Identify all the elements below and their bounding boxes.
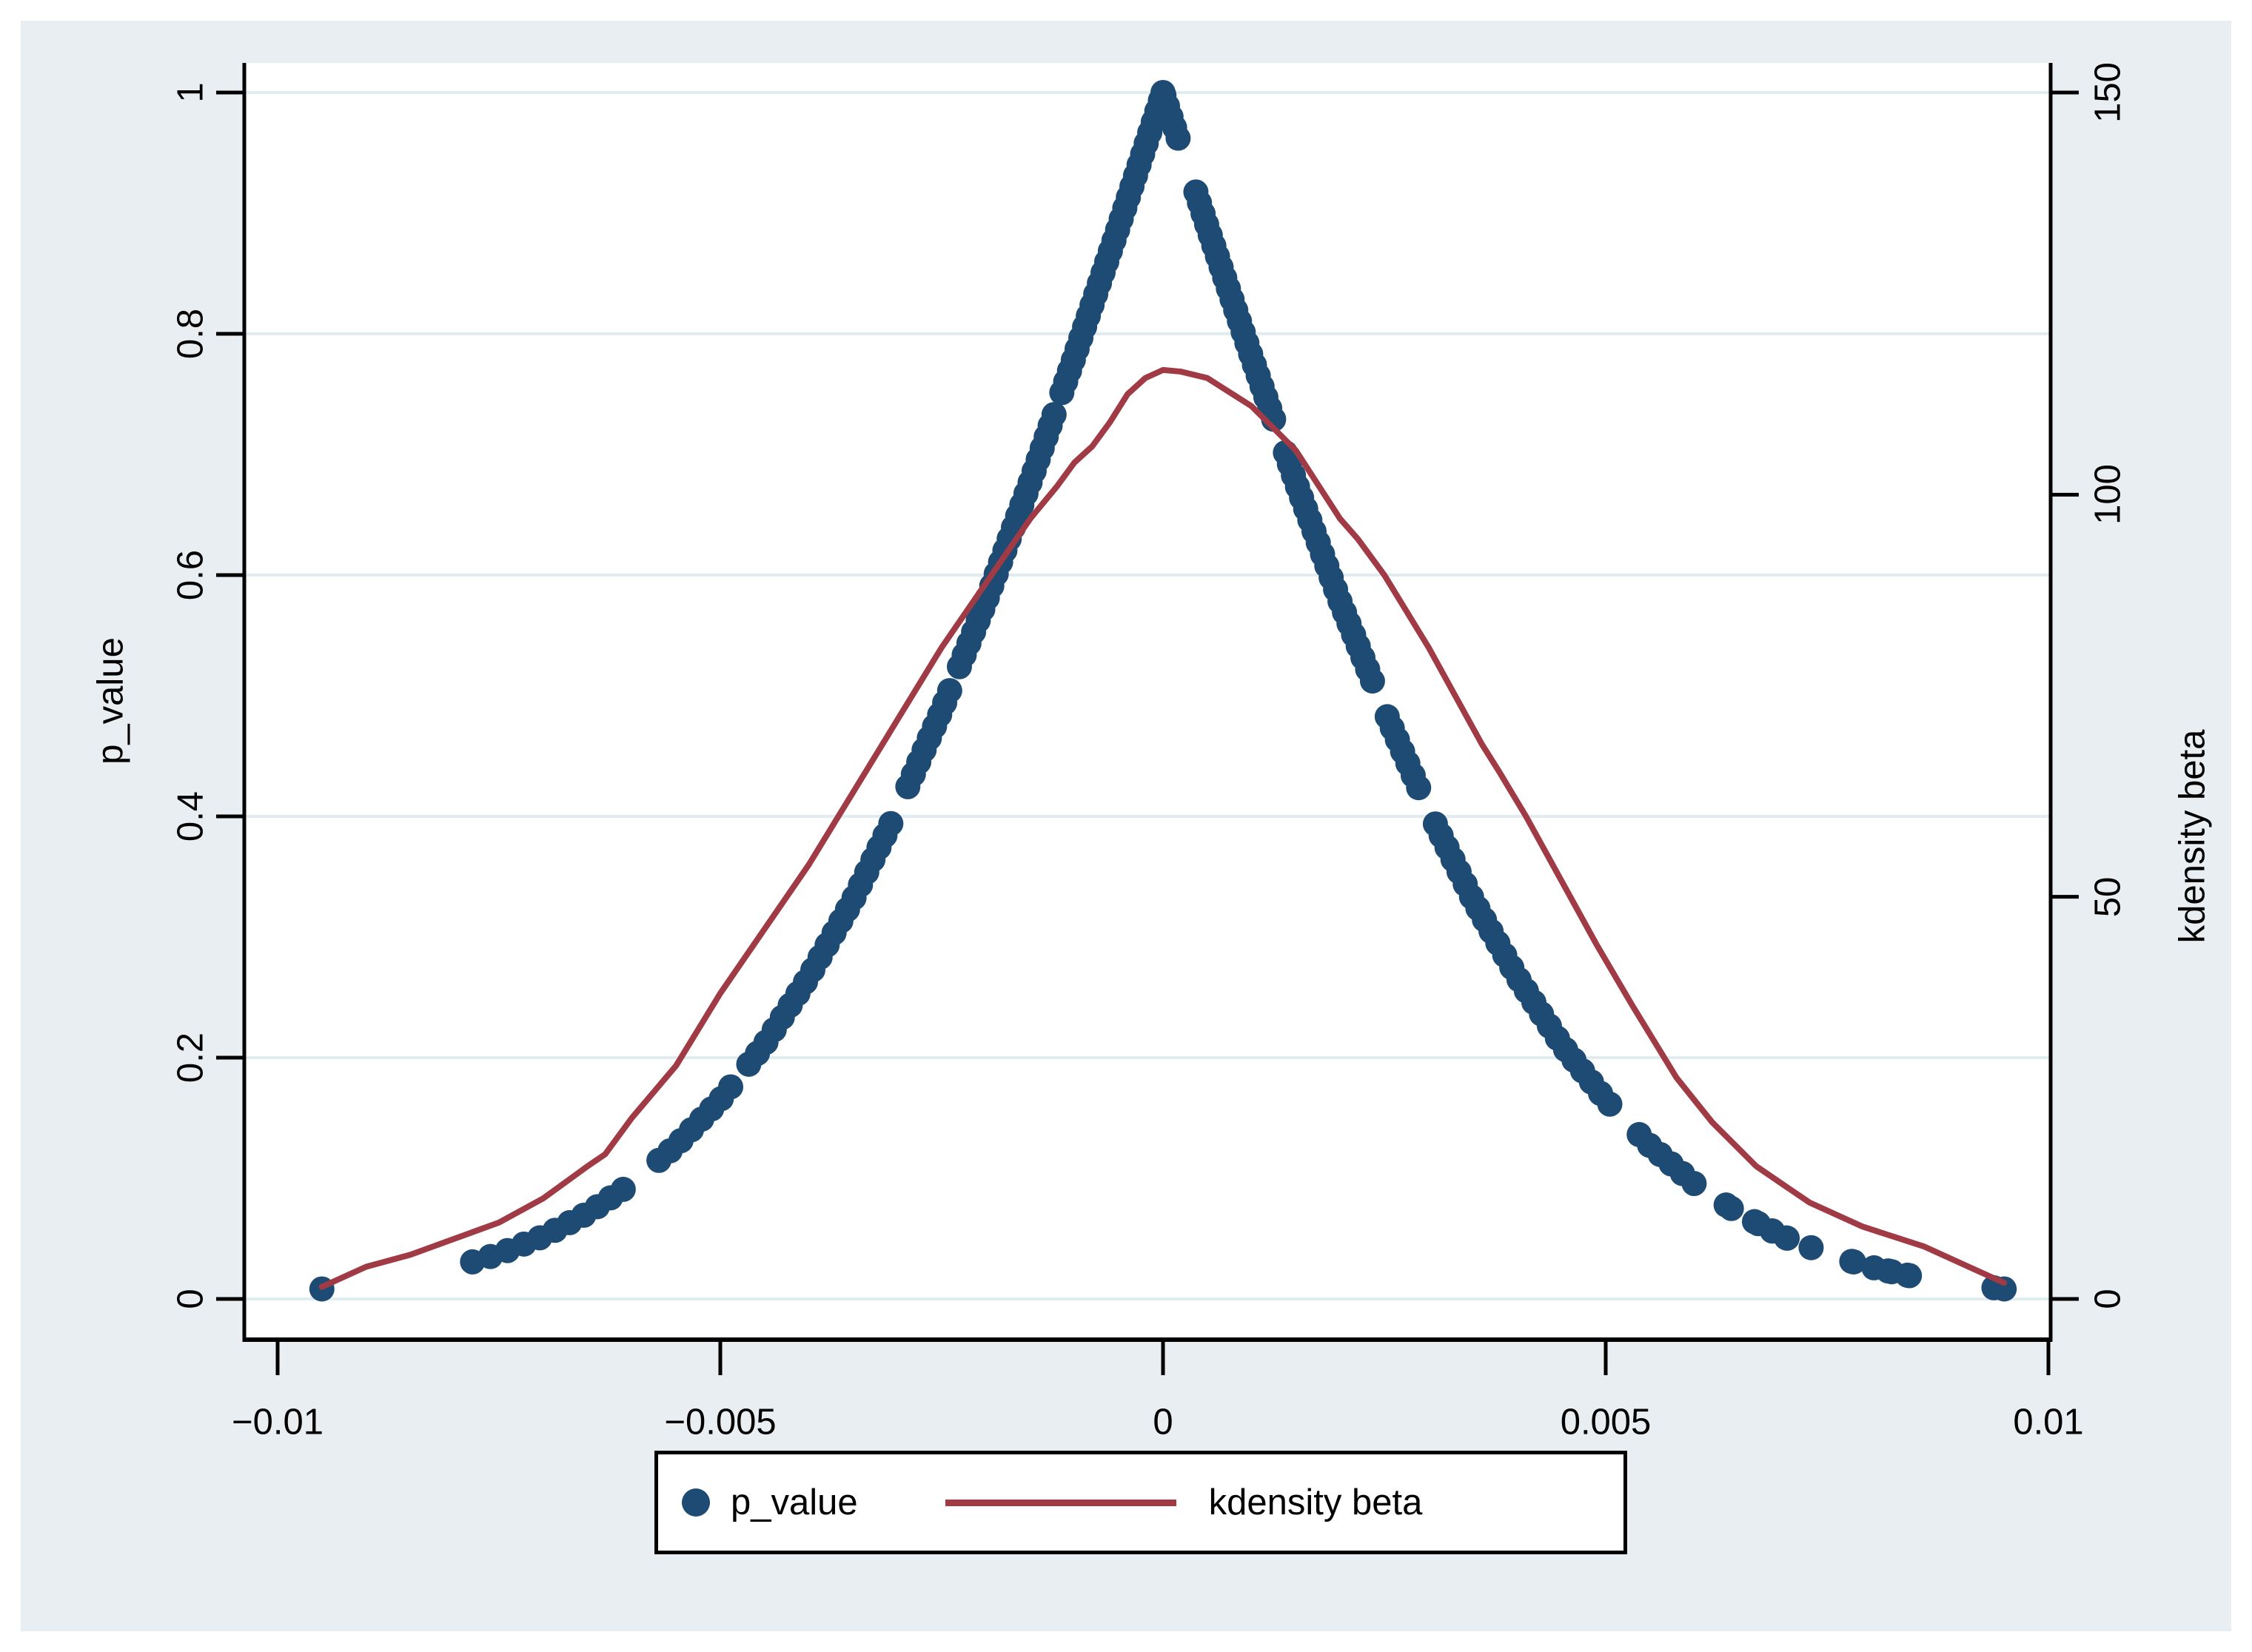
left-tick-label: 0: [170, 1289, 211, 1309]
right-tick-label: 150: [2088, 62, 2128, 123]
left-tick-label: 0.8: [170, 308, 211, 360]
legend-label-p-value: p_value: [731, 1482, 858, 1522]
scatter-dot: [1150, 80, 1176, 105]
left-tick-label: 1: [170, 82, 211, 103]
legend-line-icon: [945, 1499, 1176, 1506]
scatter-dot: [1406, 775, 1432, 801]
right-tick-label: 100: [2088, 464, 2128, 526]
right-axis-title: kdensity beta: [2172, 729, 2213, 944]
left-tick-label: 0.4: [170, 790, 211, 842]
scatter-dot: [1681, 1171, 1707, 1197]
left-tick-label: 0.2: [170, 1032, 211, 1084]
scatter-dot: [718, 1074, 744, 1100]
scatter-dot: [1713, 1192, 1739, 1218]
scatter-dot: [1165, 125, 1191, 151]
x-tick-label: 0.01: [2013, 1402, 2084, 1443]
scatter-dot: [1041, 402, 1067, 428]
legend-dot-icon: [682, 1488, 710, 1517]
scatter-dot: [1798, 1235, 1824, 1260]
scatter-dot: [610, 1176, 636, 1202]
legend: p_value kdensity beta: [654, 1451, 1627, 1554]
scatter-dot: [1773, 1225, 1799, 1251]
x-tick-label: 0.005: [1560, 1402, 1652, 1443]
x-tick-label: 0: [1153, 1402, 1173, 1443]
scatter-dot: [1840, 1249, 1866, 1275]
scatter-dot: [878, 810, 904, 836]
left-tick-label: 0.6: [170, 549, 211, 601]
right-tick-label: 0: [2088, 1289, 2128, 1309]
scatter-dot: [936, 678, 962, 704]
scatter-dot: [1597, 1091, 1623, 1117]
kdensity-line: [318, 366, 2008, 1290]
left-axis-title: p_value: [90, 637, 131, 765]
legend-label-kdensity-beta: kdensity beta: [1208, 1482, 1423, 1522]
plot-area: [244, 63, 2051, 1340]
right-tick-label: 50: [2088, 876, 2128, 917]
scatter-dot: [1359, 668, 1385, 694]
scatter-dot: [1897, 1263, 1923, 1289]
x-tick-label: −0.005: [664, 1402, 777, 1443]
x-tick-label: −0.01: [232, 1402, 324, 1443]
